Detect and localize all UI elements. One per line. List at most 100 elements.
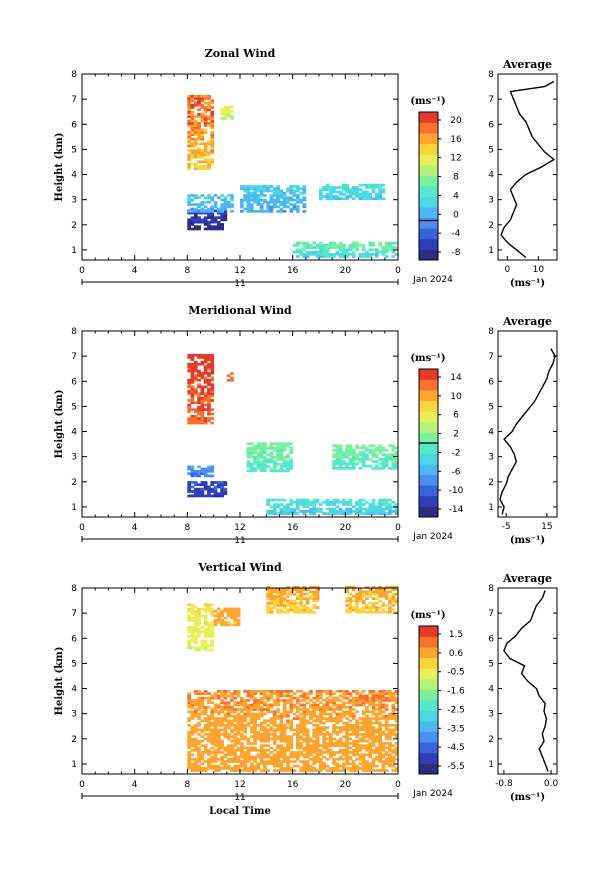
colorbar-swatch: [419, 112, 438, 123]
heatmap-cell: [375, 183, 379, 187]
profile-x-tick-label: -0.8: [495, 779, 513, 789]
heatmap-cell: [351, 190, 356, 194]
heatmap-cell: [207, 626, 211, 629]
heatmap-cell: [312, 739, 317, 743]
heatmap-cell: [351, 728, 356, 732]
heatmap-cell: [319, 241, 323, 245]
heatmap-cell: [193, 207, 198, 211]
heatmap-cell: [375, 717, 379, 720]
heatmap-cell: [388, 748, 392, 752]
heatmap-cell: [394, 460, 399, 463]
heatmap-cell: [226, 701, 231, 705]
heatmap-cell: [309, 586, 313, 589]
heatmap-cell: [213, 737, 218, 741]
heatmap-cell: [220, 490, 224, 493]
heatmap-cell: [187, 610, 191, 613]
heatmap-cell: [210, 399, 215, 402]
heatmap-cell: [210, 122, 215, 125]
heatmap-cell: [200, 207, 205, 211]
heatmap-cell: [190, 610, 195, 613]
heatmap-cell: [391, 733, 396, 736]
heatmap-cell: [272, 455, 277, 459]
heatmap-cell: [223, 490, 228, 493]
heatmap-cell: [302, 703, 307, 707]
heatmap-cell: [190, 717, 195, 720]
heatmap-cell: [272, 446, 277, 450]
heatmap-cell: [203, 218, 208, 222]
heatmap-cell: [286, 746, 290, 750]
heatmap-cell: [299, 191, 303, 195]
heatmap-cell: [351, 762, 356, 766]
heatmap-cell: [328, 512, 333, 515]
panel-title: Meridional Wind: [188, 304, 292, 317]
heatmap-cell: [190, 639, 195, 643]
heatmap-cell: [365, 500, 369, 504]
heatmap-cell: [230, 105, 234, 109]
colorbar-label: 2: [453, 430, 459, 440]
heatmap-cell: [249, 767, 254, 770]
heatmap-cell: [233, 755, 238, 759]
heatmap-cell: [226, 767, 231, 770]
heatmap-cell: [338, 243, 343, 247]
heatmap-cell: [187, 467, 191, 471]
heatmap-cell: [305, 760, 310, 763]
profile-frame: [497, 330, 558, 518]
heatmap-cell: [325, 719, 330, 723]
heatmap-cell: [348, 610, 353, 614]
heatmap-cell: [200, 767, 205, 770]
heatmap-cell: [335, 744, 340, 747]
heatmap-cell: [319, 728, 323, 732]
heatmap-cell: [203, 635, 208, 638]
heatmap-cell: [269, 210, 274, 213]
heatmap-cell: [230, 376, 234, 380]
heatmap-cell: [266, 601, 270, 605]
heatmap-cell: [197, 621, 201, 625]
heatmap-cell: [384, 762, 389, 766]
heatmap-cell: [325, 744, 330, 747]
heatmap-cell: [193, 646, 198, 649]
heatmap-cell: [312, 253, 317, 256]
heatmap-cell: [197, 474, 201, 478]
heatmap-cell: [309, 597, 313, 600]
heatmap-cell: [338, 690, 343, 693]
heatmap-cell: [381, 464, 386, 468]
heatmap-cell: [203, 369, 208, 373]
heatmap-cell: [345, 701, 349, 705]
heatmap-cell: [263, 465, 267, 468]
heatmap-cell: [263, 185, 267, 188]
heatmap-cell: [203, 216, 208, 219]
heatmap-cell: [193, 612, 198, 616]
heatmap-cell: [335, 462, 340, 466]
day-label: 11: [234, 536, 245, 546]
heatmap-cell: [315, 507, 320, 511]
x-tick-label: 16: [287, 266, 299, 276]
heatmap-cell: [355, 699, 359, 702]
heatmap-cell: [203, 767, 208, 770]
heatmap-cell: [197, 210, 201, 213]
heatmap-cell: [384, 512, 389, 515]
heatmap-cell: [246, 462, 251, 466]
heatmap-cell: [197, 757, 201, 761]
heatmap-cell: [213, 696, 218, 700]
heatmap-cell: [197, 94, 201, 98]
heatmap-cell: [289, 207, 294, 211]
heatmap-cell: [289, 699, 294, 702]
heatmap-cell: [187, 94, 191, 98]
heatmap-cell: [296, 737, 300, 741]
colorbar-label: -2.5: [447, 705, 465, 715]
heatmap-cell: [384, 507, 389, 511]
heatmap-cell: [315, 728, 320, 732]
heatmap-cell: [286, 444, 290, 448]
heatmap-cell: [210, 369, 215, 373]
heatmap-cell: [342, 453, 346, 457]
heatmap-cell: [210, 101, 215, 105]
heatmap-cell: [302, 714, 307, 718]
heatmap-cell: [282, 444, 287, 448]
heatmap-cell: [305, 243, 310, 247]
heatmap-cell: [394, 241, 399, 245]
heatmap-cell: [286, 712, 290, 716]
heatmap-cell: [203, 724, 208, 727]
heatmap-cell: [220, 216, 224, 219]
heatmap-cell: [207, 490, 211, 493]
heatmap-cell: [226, 694, 231, 698]
